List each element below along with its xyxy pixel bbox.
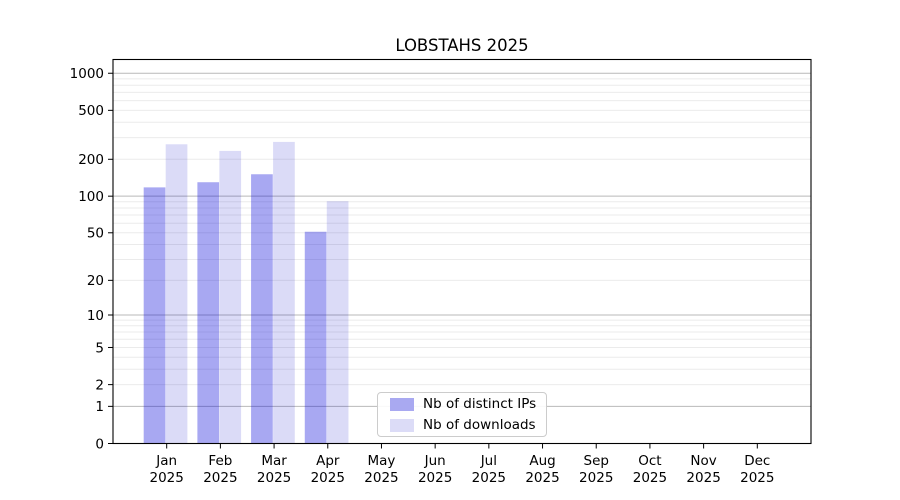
legend-item-distinct-ips: Nb of distinct IPs xyxy=(390,395,538,413)
x-tick-label-jun-year: 2025 xyxy=(418,470,452,486)
x-tick-label-jan: Jan xyxy=(155,453,177,469)
x-tick-label-aug-year: 2025 xyxy=(525,470,559,486)
bar-downloads-feb xyxy=(219,150,242,444)
y-tick-label-0: 0 xyxy=(95,436,104,452)
y-tick-label-1: 1 xyxy=(95,399,104,415)
bar-distinct-ips-apr xyxy=(304,231,327,444)
x-tick-label-nov-year: 2025 xyxy=(686,470,720,486)
x-tick-label-jun: Jun xyxy=(424,453,446,469)
x-tick-label-aug: Aug xyxy=(529,453,555,469)
x-tick-label-oct-year: 2025 xyxy=(633,470,667,486)
y-tick-label-5: 5 xyxy=(95,340,104,356)
x-tick-label-oct: Oct xyxy=(638,453,661,469)
x-tick-label-may-year: 2025 xyxy=(364,470,398,486)
x-tick-label-nov: Nov xyxy=(690,453,716,469)
legend-swatch-distinct-ips-icon xyxy=(390,397,414,411)
y-tick-label-2: 2 xyxy=(95,377,104,393)
y-tick-label-50: 50 xyxy=(87,226,104,242)
y-tick-label-1000: 1000 xyxy=(70,66,104,82)
x-tick-label-apr-year: 2025 xyxy=(311,470,345,486)
y-tick-label-500: 500 xyxy=(78,103,104,119)
x-tick-label-sep-year: 2025 xyxy=(579,470,613,486)
bar-downloads-jan xyxy=(165,144,188,444)
x-tick-label-jul: Jul xyxy=(480,453,497,469)
bar-distinct-ips-jan xyxy=(143,187,166,444)
x-tick-label-jan-year: 2025 xyxy=(150,470,184,486)
y-tick-label-10: 10 xyxy=(87,308,104,324)
legend-label-distinct-ips: Nb of distinct IPs xyxy=(423,396,537,412)
chart-title: LOBSTAHS 2025 xyxy=(395,36,529,55)
legend-swatch-downloads-icon xyxy=(390,418,414,432)
bar-distinct-ips-feb xyxy=(197,182,220,444)
x-tick-label-sep: Sep xyxy=(584,453,609,469)
bar-distinct-ips-mar xyxy=(251,174,273,444)
bar-downloads-mar xyxy=(273,141,295,444)
x-tick-label-feb-year: 2025 xyxy=(203,470,237,486)
x-tick-label-apr: Apr xyxy=(316,453,340,469)
legend-label-downloads: Nb of downloads xyxy=(423,417,536,433)
legend-item-downloads: Nb of downloads xyxy=(390,416,538,434)
x-tick-label-mar-year: 2025 xyxy=(257,470,291,486)
x-tick-label-may: May xyxy=(368,453,396,469)
legend: Nb of distinct IPs Nb of downloads xyxy=(377,392,547,437)
x-tick-label-dec: Dec xyxy=(744,453,770,469)
x-tick-label-jul-year: 2025 xyxy=(472,470,506,486)
y-tick-label-100: 100 xyxy=(78,189,104,205)
bar-downloads-apr xyxy=(326,201,349,444)
x-tick-label-mar: Mar xyxy=(261,453,287,469)
x-tick-label-dec-year: 2025 xyxy=(740,470,774,486)
y-tick-label-200: 200 xyxy=(78,152,104,168)
plot-border xyxy=(112,58,812,445)
y-tick-label-20: 20 xyxy=(87,273,104,289)
x-tick-label-feb: Feb xyxy=(208,453,232,469)
